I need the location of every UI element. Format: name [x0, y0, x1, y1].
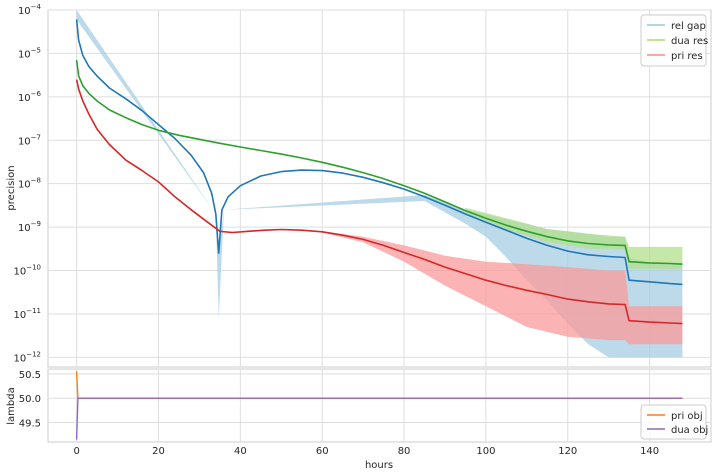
- hours-x-tick-label: 120: [558, 446, 577, 457]
- lambda-legend: pri obj dua obj: [640, 404, 708, 440]
- legend-label-pri-obj: pri obj: [671, 411, 703, 422]
- series-line-dua-res: [75, 59, 683, 265]
- precision-y-axis-label: precision: [6, 165, 17, 210]
- hours-x-tick-label: 40: [234, 446, 247, 457]
- lambda-y-tick-label: 50.0: [19, 394, 41, 405]
- hours-x-tick-label: 20: [152, 446, 165, 457]
- band-pri-res: [322, 231, 683, 345]
- legend-label-dua-obj: dua obj: [671, 425, 708, 436]
- lambda-y-axis-label: lambda: [6, 387, 17, 424]
- lambda-panel: 50.5 50.0 49.5 0 20 40 60 80 100 120 140 lambda h…: [6, 368, 712, 471]
- precision-legend: rel gap dua res pri res: [640, 14, 708, 67]
- precision-y-tick-label: 10−8: [18, 177, 41, 191]
- legend-label-dua-res: dua res: [671, 36, 708, 47]
- legend-label-rel-gap: rel gap: [671, 21, 706, 32]
- precision-y-tick-label: 10−6: [18, 90, 42, 104]
- hours-x-tick-labels: 0 20 40 60 80 100 120 140: [73, 446, 659, 457]
- precision-y-tick-label: 10−4: [18, 3, 42, 17]
- hours-x-tick-label: 100: [476, 446, 495, 457]
- precision-y-tick-label: 10−5: [18, 46, 41, 60]
- series-line-rel-gap: [75, 19, 683, 286]
- hours-x-tick-label: 140: [640, 446, 659, 457]
- precision-raw-bands: [76, 10, 683, 358]
- precision-legend-box: [640, 14, 707, 67]
- precision-y-tick-label: 10−10: [13, 264, 41, 278]
- hours-x-axis-label: hours: [365, 460, 393, 471]
- precision-y-tick-label: 10−7: [18, 133, 41, 147]
- series-line-dua-obj: [75, 397, 683, 440]
- legend-label-pri-res: pri res: [671, 51, 703, 62]
- precision-panel: 10−410−510−610−710−810−910−1010−1110−12 …: [6, 3, 712, 368]
- band-dua-res: [465, 207, 683, 269]
- lambda-y-tick-labels: 50.5 50.0 49.5: [19, 370, 41, 430]
- hours-x-tick-label: 80: [398, 446, 411, 457]
- hours-x-tick-label: 60: [316, 446, 329, 457]
- precision-y-tick-label: 10−11: [13, 307, 41, 321]
- lambda-y-tick-label: 50.5: [19, 370, 41, 381]
- hours-x-tick-label: 0: [73, 446, 79, 457]
- precision-y-tick-label: 10−12: [13, 350, 41, 364]
- lambda-y-tick-label: 49.5: [19, 419, 41, 430]
- precision-y-tick-labels: 10−4 10−5 10−6 10−7 10−8 10−9 10−10 10−11 10−12: [13, 3, 41, 364]
- lambda-legend-box: [640, 404, 707, 440]
- lambda-plot-area: [47, 368, 712, 443]
- precision-series-lines: [75, 19, 683, 325]
- precision-y-tick-label: 10−9: [18, 220, 41, 234]
- lambda-series-lines: [75, 371, 683, 440]
- series-line-pri-res: [75, 79, 683, 325]
